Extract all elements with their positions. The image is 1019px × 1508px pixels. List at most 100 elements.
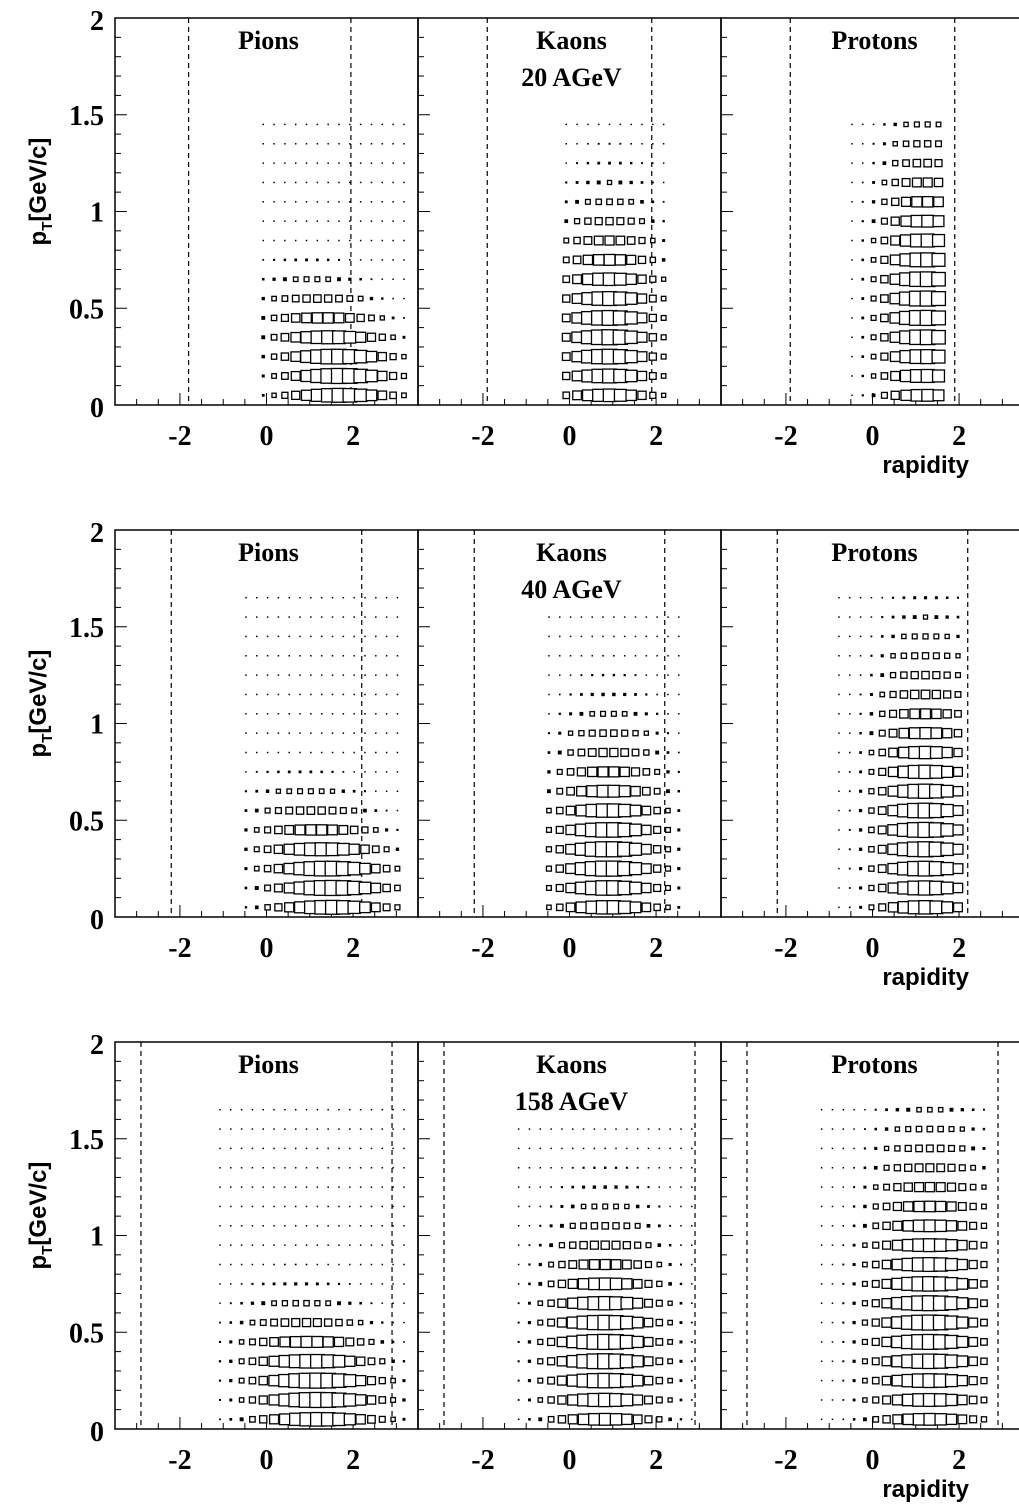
box-cell xyxy=(358,881,372,895)
box-cell xyxy=(900,196,912,207)
box-cell xyxy=(219,1263,221,1266)
box-cell xyxy=(949,1107,954,1112)
panel-title: Kaons xyxy=(536,538,607,567)
box-cell xyxy=(677,751,680,754)
box-cell xyxy=(294,1263,297,1266)
box-cell xyxy=(359,862,371,875)
box-cell xyxy=(664,846,672,853)
box-cell xyxy=(636,312,648,324)
box-cell xyxy=(933,1238,948,1252)
box-cell xyxy=(870,616,873,618)
box-cell xyxy=(392,1321,394,1324)
box-cell xyxy=(558,1242,566,1249)
box-cell xyxy=(910,670,919,680)
box-cell xyxy=(935,1182,946,1193)
box-cell xyxy=(277,655,280,657)
box-cell xyxy=(348,1301,352,1305)
box-cell xyxy=(550,1186,552,1188)
box-cell xyxy=(539,1224,542,1227)
box-cell xyxy=(643,1356,654,1367)
box-cell xyxy=(948,1126,955,1133)
box-cell xyxy=(838,713,840,715)
box-cell xyxy=(343,1374,357,1388)
box-cell xyxy=(332,1412,346,1427)
box-cell xyxy=(370,259,373,261)
box-cell xyxy=(956,1394,968,1406)
box-cell xyxy=(665,807,671,814)
box-cell xyxy=(327,1244,329,1246)
box-cell xyxy=(931,252,946,267)
box-cell xyxy=(623,692,627,697)
box-cell xyxy=(647,1205,650,1208)
box-cell xyxy=(576,162,579,165)
box-cell xyxy=(548,635,550,638)
box-cell xyxy=(929,764,944,779)
box-cell xyxy=(360,844,370,855)
box-cell xyxy=(831,1302,834,1304)
box-cell xyxy=(261,277,265,281)
box-cell xyxy=(932,652,940,660)
box-cell xyxy=(861,200,864,203)
box-cell xyxy=(926,1106,933,1113)
box-cell xyxy=(298,770,302,774)
box-cell xyxy=(890,216,900,226)
box-cell xyxy=(601,1221,610,1230)
box-cell xyxy=(891,197,900,207)
box-cell xyxy=(954,672,962,679)
box-cell xyxy=(653,825,662,835)
box-cell xyxy=(331,616,334,618)
box-cell xyxy=(294,201,297,203)
box-cell xyxy=(537,1338,544,1346)
box-cell xyxy=(669,1147,671,1150)
box-cell xyxy=(571,293,583,305)
box-cell xyxy=(560,1186,563,1189)
box-cell xyxy=(327,143,329,145)
box-cell xyxy=(556,768,563,775)
box-cell xyxy=(545,884,552,891)
box-cell xyxy=(349,220,351,222)
box-cell xyxy=(680,1225,682,1227)
box-cell xyxy=(931,708,942,720)
box-cell xyxy=(314,1300,321,1307)
box-cell xyxy=(403,1108,405,1111)
box-cell xyxy=(301,312,312,324)
box-cell xyxy=(566,768,575,776)
x-tick-label: -2 xyxy=(471,933,494,964)
box-cell xyxy=(877,883,887,893)
box-cell xyxy=(262,1205,265,1208)
box-cell xyxy=(680,1186,682,1188)
box-cell xyxy=(638,236,646,245)
box-cell xyxy=(580,635,583,638)
box-cell xyxy=(588,1412,601,1426)
box-cell xyxy=(933,1393,948,1407)
box-cell xyxy=(914,1163,924,1173)
box-cell xyxy=(953,728,963,738)
box-cell xyxy=(926,1125,934,1133)
box-cell xyxy=(320,674,323,676)
box-cell xyxy=(251,1205,254,1208)
box-cell xyxy=(327,824,339,836)
box-cell xyxy=(567,1414,578,1425)
box-cell xyxy=(872,142,875,145)
panel-title: Pions xyxy=(238,538,299,567)
box-cell xyxy=(255,789,259,793)
x-tick-label: -2 xyxy=(774,933,797,964)
box-cell xyxy=(851,336,853,339)
box-cell xyxy=(403,1244,405,1246)
box-cell xyxy=(218,1398,221,1401)
box-cell xyxy=(385,596,388,599)
box-cell xyxy=(889,351,901,363)
box-cell xyxy=(396,828,399,832)
box-cell xyxy=(592,253,605,266)
box-cell xyxy=(666,770,670,774)
box-cell xyxy=(852,1320,856,1325)
box-cell xyxy=(662,143,665,145)
box-cell xyxy=(582,1185,586,1189)
box-cell xyxy=(349,1128,351,1130)
box-cell xyxy=(353,771,355,773)
box-cell xyxy=(371,845,380,854)
box-cell xyxy=(628,842,643,856)
box-cell xyxy=(331,693,334,696)
box-cell xyxy=(947,1163,956,1172)
box-cell xyxy=(300,389,313,402)
